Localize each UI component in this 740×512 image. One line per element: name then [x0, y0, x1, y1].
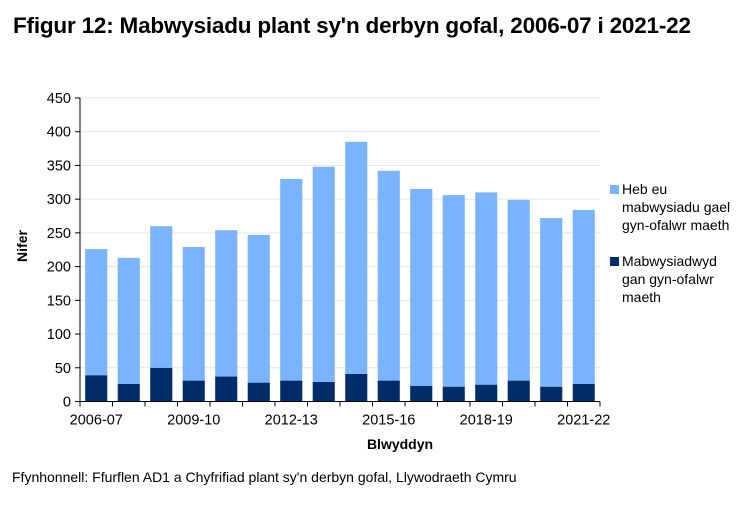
bar-segment: [117, 383, 140, 402]
source-note: Ffynhonnell: Ffurflen AD1 a Chyfrifiad p…: [12, 469, 517, 485]
y-tick-label: 50: [55, 361, 71, 377]
legend-label: Heb eu mabwysiadu gael gyn-ofalwr maeth: [622, 181, 731, 233]
y-tick-label: 0: [63, 395, 71, 411]
bar-segment: [85, 249, 108, 376]
bars: [85, 141, 595, 402]
axes: 0 50 100 150 200 250 300 350 400 450 2006-07 2009-1…: [47, 91, 611, 429]
bar-segment: [215, 230, 238, 377]
bar-segment: [377, 380, 400, 402]
y-axis-label: Nifer: [14, 230, 30, 262]
bar-segment: [475, 192, 498, 385]
bar-segment: [410, 189, 433, 386]
bar-segment: [377, 170, 400, 381]
bar-segment: [150, 226, 173, 368]
x-tick-label: 2015-16: [362, 413, 415, 429]
bar-segment: [182, 380, 205, 402]
legend: Heb eu mabwysiadu gael gyn-ofalwr maeth …: [610, 180, 740, 324]
y-tick-label: 250: [47, 226, 71, 242]
bar-segment: [507, 199, 530, 381]
bar-segment: [442, 195, 465, 387]
x-tick-label: 2012-13: [265, 413, 318, 429]
bar-segment: [345, 141, 368, 374]
bar-segment: [150, 367, 173, 402]
bar-segment: [540, 218, 563, 387]
bar-segment: [117, 257, 140, 384]
y-tick-label: 150: [47, 293, 71, 309]
bar-segment: [182, 247, 205, 381]
x-tick-label: 2006-07: [70, 413, 123, 429]
legend-label: Mabwysiadwyd gan gyn-ofalwr maeth: [622, 253, 717, 305]
y-tick-label: 450: [47, 91, 71, 107]
bar-segment: [312, 166, 335, 382]
y-tick-label: 100: [47, 327, 71, 343]
bar-segment: [410, 385, 433, 402]
bar-segment: [572, 209, 595, 384]
y-tick-label: 300: [47, 192, 71, 208]
bar-segment: [280, 178, 303, 381]
bar-segment: [247, 234, 270, 383]
bar-segment: [572, 383, 595, 402]
bar-segment: [540, 386, 563, 402]
bar-segment: [475, 384, 498, 402]
bar-segment: [345, 373, 368, 402]
x-tick-label: 2018-19: [460, 413, 513, 429]
bar-segment: [312, 381, 335, 402]
bar-segment: [85, 375, 108, 402]
y-tick-label: 400: [47, 125, 71, 141]
bar-segment: [442, 386, 465, 402]
x-tick-label: 2021-22: [557, 413, 610, 429]
bar-segment: [280, 380, 303, 402]
bar-segment: [215, 376, 238, 402]
y-tick-label: 350: [47, 158, 71, 174]
x-tick-label: 2009-10: [167, 413, 220, 429]
legend-item-not-foster: Heb eu mabwysiadu gael gyn-ofalwr maeth: [610, 180, 740, 234]
bar-segment: [247, 382, 270, 402]
y-tick-label: 200: [47, 260, 71, 276]
chart-title: Ffigur 12: Mabwysiadu plant sy'n derbyn …: [13, 13, 691, 38]
x-axis-label: Blwyddyn: [366, 436, 434, 452]
bar-segment: [507, 380, 530, 402]
legend-swatch: [610, 185, 619, 194]
legend-swatch: [610, 257, 619, 266]
legend-item-foster: Mabwysiadwyd gan gyn-ofalwr maeth: [610, 252, 740, 306]
